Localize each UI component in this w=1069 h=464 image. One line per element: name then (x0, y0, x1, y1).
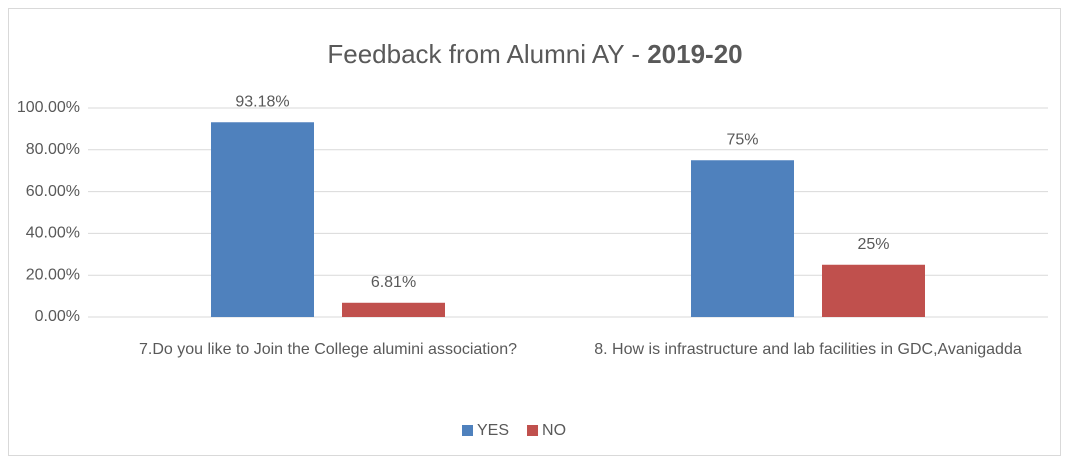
title-text: Feedback from Alumni AY - (327, 39, 647, 69)
y-tick-label: 100.00% (17, 99, 80, 116)
title-emphasis: 2019-20 (647, 39, 742, 69)
x-tick-label: 7.Do you like to Join the College alumin… (139, 341, 517, 358)
x-tick-label: 8. How is infrastructure and lab facilit… (594, 341, 1022, 358)
bar (342, 302, 445, 317)
legend-swatch (527, 425, 539, 436)
y-tick-label: 0.00% (35, 308, 80, 325)
y-tick-label: 20.00% (26, 266, 80, 283)
bar (211, 122, 314, 317)
bar (822, 264, 925, 317)
y-tick-label: 80.00% (26, 141, 80, 158)
data-label: 75% (726, 131, 758, 148)
chart-frame (8, 8, 1061, 456)
legend-label: NO (542, 422, 566, 439)
data-label: 6.81% (371, 274, 416, 291)
data-label: 25% (857, 236, 889, 253)
y-tick-label: 40.00% (26, 225, 80, 242)
bar (691, 160, 794, 317)
chart-title: Feedback from Alumni AY - 2019-20 (327, 39, 742, 69)
legend-label: YES (477, 422, 509, 439)
data-label: 93.18% (235, 93, 289, 110)
legend-swatch (462, 425, 473, 436)
y-tick-label: 60.00% (26, 183, 80, 200)
